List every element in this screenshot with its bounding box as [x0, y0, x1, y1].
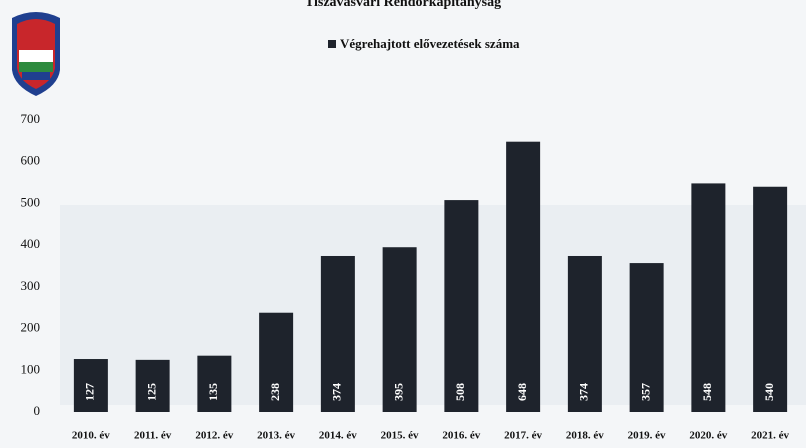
y-tick-label: 700	[21, 111, 41, 126]
x-tick-label: 2015. év	[381, 430, 419, 442]
x-tick-label: 2013. év	[257, 430, 295, 442]
value-label: 648	[515, 383, 529, 401]
bar	[135, 359, 170, 412]
bar	[629, 263, 664, 412]
y-tick-label: 0	[34, 403, 41, 418]
y-tick-label: 400	[21, 236, 41, 251]
x-tick-label: 2019. év	[628, 430, 666, 442]
y-tick-label: 500	[21, 194, 41, 209]
x-tick-label: 2016. év	[442, 430, 480, 442]
value-label: 395	[391, 383, 405, 401]
bar	[382, 247, 417, 412]
logo	[12, 12, 60, 96]
x-tick-label: 2011. év	[134, 430, 172, 442]
bar	[320, 255, 355, 412]
x-tick-label: 2020. év	[689, 430, 727, 442]
value-label: 238	[268, 383, 282, 401]
chart-title: Tiszavasvári Rendőrkapitányság	[305, 0, 501, 10]
x-tick-label: 2017. év	[504, 430, 542, 442]
value-label: 374	[577, 383, 591, 401]
bar	[567, 255, 602, 412]
bar	[506, 141, 541, 413]
background-building	[60, 205, 806, 405]
bar	[444, 200, 479, 412]
x-tick-label: 2012. év	[195, 430, 233, 442]
value-label: 135	[206, 383, 220, 401]
bar	[73, 359, 108, 412]
x-tick-label: 2010. év	[72, 430, 110, 442]
value-label: 508	[453, 383, 467, 401]
value-label: 548	[700, 383, 714, 401]
bar	[691, 183, 726, 412]
value-label: 357	[638, 383, 652, 401]
x-tick-label: 2018. év	[566, 430, 604, 442]
value-label: 125	[144, 383, 158, 401]
legend-marker	[328, 40, 336, 48]
x-tick-label: 2021. év	[751, 430, 789, 442]
value-label: 374	[330, 383, 344, 401]
bar	[259, 312, 294, 412]
bar	[753, 186, 788, 412]
bar	[197, 355, 232, 412]
y-tick-label: 300	[21, 278, 41, 293]
x-tick-label: 2014. év	[319, 430, 357, 442]
value-label: 127	[83, 383, 97, 401]
legend-label: Végrehajtott elővezetések száma	[340, 36, 520, 51]
y-tick-label: 200	[21, 320, 41, 335]
y-tick-label: 600	[21, 153, 41, 168]
value-label: 540	[762, 383, 776, 401]
y-tick-label: 100	[21, 361, 41, 376]
